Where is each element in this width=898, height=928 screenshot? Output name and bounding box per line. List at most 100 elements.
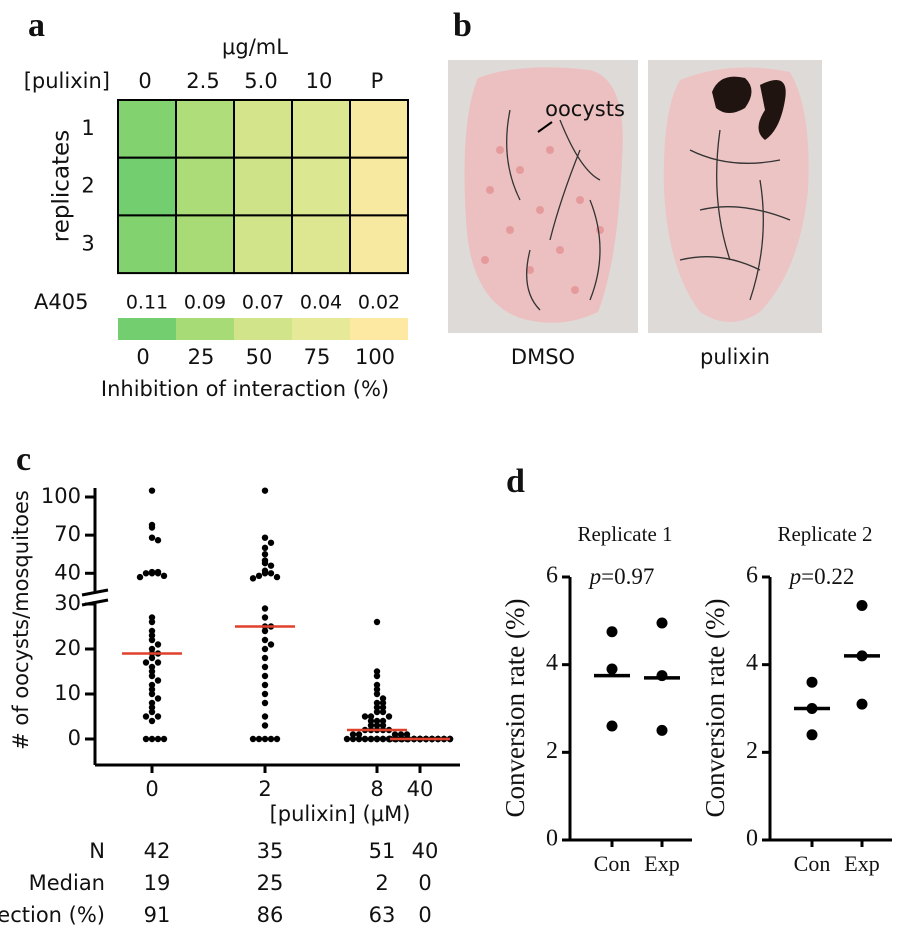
- data-point: [261, 544, 269, 552]
- heatmap-cell: [117, 156, 177, 217]
- data-point: [261, 636, 269, 644]
- colorbar-tick-label: 50: [246, 345, 273, 369]
- colorbar-block: [234, 318, 292, 340]
- summary-value: 63: [369, 903, 396, 927]
- chart-title: Replicate 2: [777, 522, 872, 546]
- colorbar-block: [350, 318, 408, 340]
- photo-caption: pulixin: [700, 345, 770, 369]
- row-label: 1: [81, 116, 94, 140]
- x-tick-label: 40: [407, 777, 434, 801]
- data-point: [373, 708, 381, 716]
- data-point: [261, 534, 269, 541]
- colorbar-tick-label: 0: [136, 345, 149, 369]
- unit-label: μg/mL: [222, 35, 288, 59]
- data-point: [148, 708, 156, 716]
- data-point: [148, 636, 156, 644]
- summary-label: Median: [29, 871, 105, 895]
- x-tick-label: Con: [794, 851, 831, 876]
- data-point: [606, 663, 618, 675]
- data-point: [261, 713, 269, 720]
- data-point: [379, 699, 387, 707]
- data-point: [361, 713, 369, 720]
- data-point: [806, 729, 818, 741]
- p-value: p=0.97: [588, 564, 655, 589]
- column-label: 2.5: [186, 69, 219, 93]
- y-tick-label: 100: [41, 484, 81, 508]
- x-tick-label: 2: [258, 777, 271, 801]
- heatmap-cell: [175, 99, 235, 159]
- summary-label: N: [89, 839, 105, 863]
- data-point: [148, 487, 156, 494]
- column-label: 10: [306, 69, 333, 93]
- data-point: [373, 686, 381, 693]
- data-point: [379, 717, 387, 725]
- y-tick-label: 4: [746, 650, 758, 676]
- data-point: [261, 614, 269, 621]
- data-point: [255, 735, 263, 743]
- data-point: [261, 699, 269, 707]
- column-label: 0: [138, 69, 151, 93]
- data-point: [160, 735, 168, 743]
- x-axis-label: [pulixin] (μM): [270, 802, 411, 826]
- summary-label: infection (%): [0, 903, 105, 927]
- colorbar-tick-label: 25: [188, 345, 215, 369]
- data-point: [148, 632, 156, 639]
- y-tick-label: 0: [546, 826, 558, 852]
- x-tick-label: Exp: [844, 851, 879, 876]
- data-point: [343, 735, 351, 743]
- y-tick-label: 30: [54, 591, 81, 615]
- data-point: [154, 677, 162, 684]
- data-point: [606, 720, 618, 732]
- data-point: [355, 731, 363, 738]
- data-point: [349, 735, 357, 743]
- a405-value: 0.11: [126, 292, 168, 314]
- data-point: [148, 534, 156, 541]
- data-point: [856, 698, 868, 710]
- data-point: [148, 681, 156, 689]
- data-point: [148, 570, 156, 577]
- heatmap-cell: [175, 214, 235, 275]
- data-point: [656, 724, 668, 736]
- data-point: [273, 573, 281, 581]
- heatmap-cell: [291, 156, 351, 217]
- data-point: [856, 599, 868, 611]
- data-point: [249, 575, 257, 582]
- data-point: [367, 713, 375, 720]
- data-point: [656, 617, 668, 629]
- heatmap-cell: [349, 156, 409, 217]
- data-point: [373, 722, 381, 729]
- data-point: [261, 663, 269, 671]
- axis-break: [81, 588, 109, 597]
- y-tick-label: 6: [746, 563, 758, 589]
- data-point: [367, 722, 375, 729]
- x-tick-label: Exp: [644, 851, 679, 876]
- data-point: [154, 713, 162, 720]
- data-point: [606, 626, 618, 638]
- data-point: [261, 605, 269, 612]
- data-point: [255, 572, 263, 580]
- heatmap-cell: [117, 99, 177, 159]
- data-point: [267, 562, 275, 569]
- row-label: 2: [81, 174, 94, 198]
- data-point: [373, 681, 381, 689]
- heatmap-cell: [349, 99, 409, 159]
- data-point: [267, 570, 275, 577]
- data-point: [148, 735, 156, 743]
- y-axis-label: # of oocysts/mosquitoes: [9, 490, 33, 750]
- data-point: [148, 663, 156, 671]
- data-point: [806, 676, 818, 688]
- data-point: [379, 708, 387, 716]
- x-tick-label: 0: [145, 777, 158, 801]
- y-axis-label: replicates: [49, 130, 75, 242]
- data-point: [148, 654, 156, 662]
- data-point: [148, 618, 156, 626]
- heatmap-cell: [233, 99, 293, 159]
- summary-value: 35: [257, 839, 284, 863]
- y-tick-label: 0: [68, 726, 81, 750]
- x-axis-label: [pulixin]: [24, 69, 110, 93]
- data-point: [261, 735, 269, 743]
- data-point: [142, 735, 150, 743]
- colorbar-tick-label: 100: [355, 345, 395, 369]
- a405-value: 0.07: [242, 292, 284, 314]
- column-label: 5.0: [244, 69, 277, 93]
